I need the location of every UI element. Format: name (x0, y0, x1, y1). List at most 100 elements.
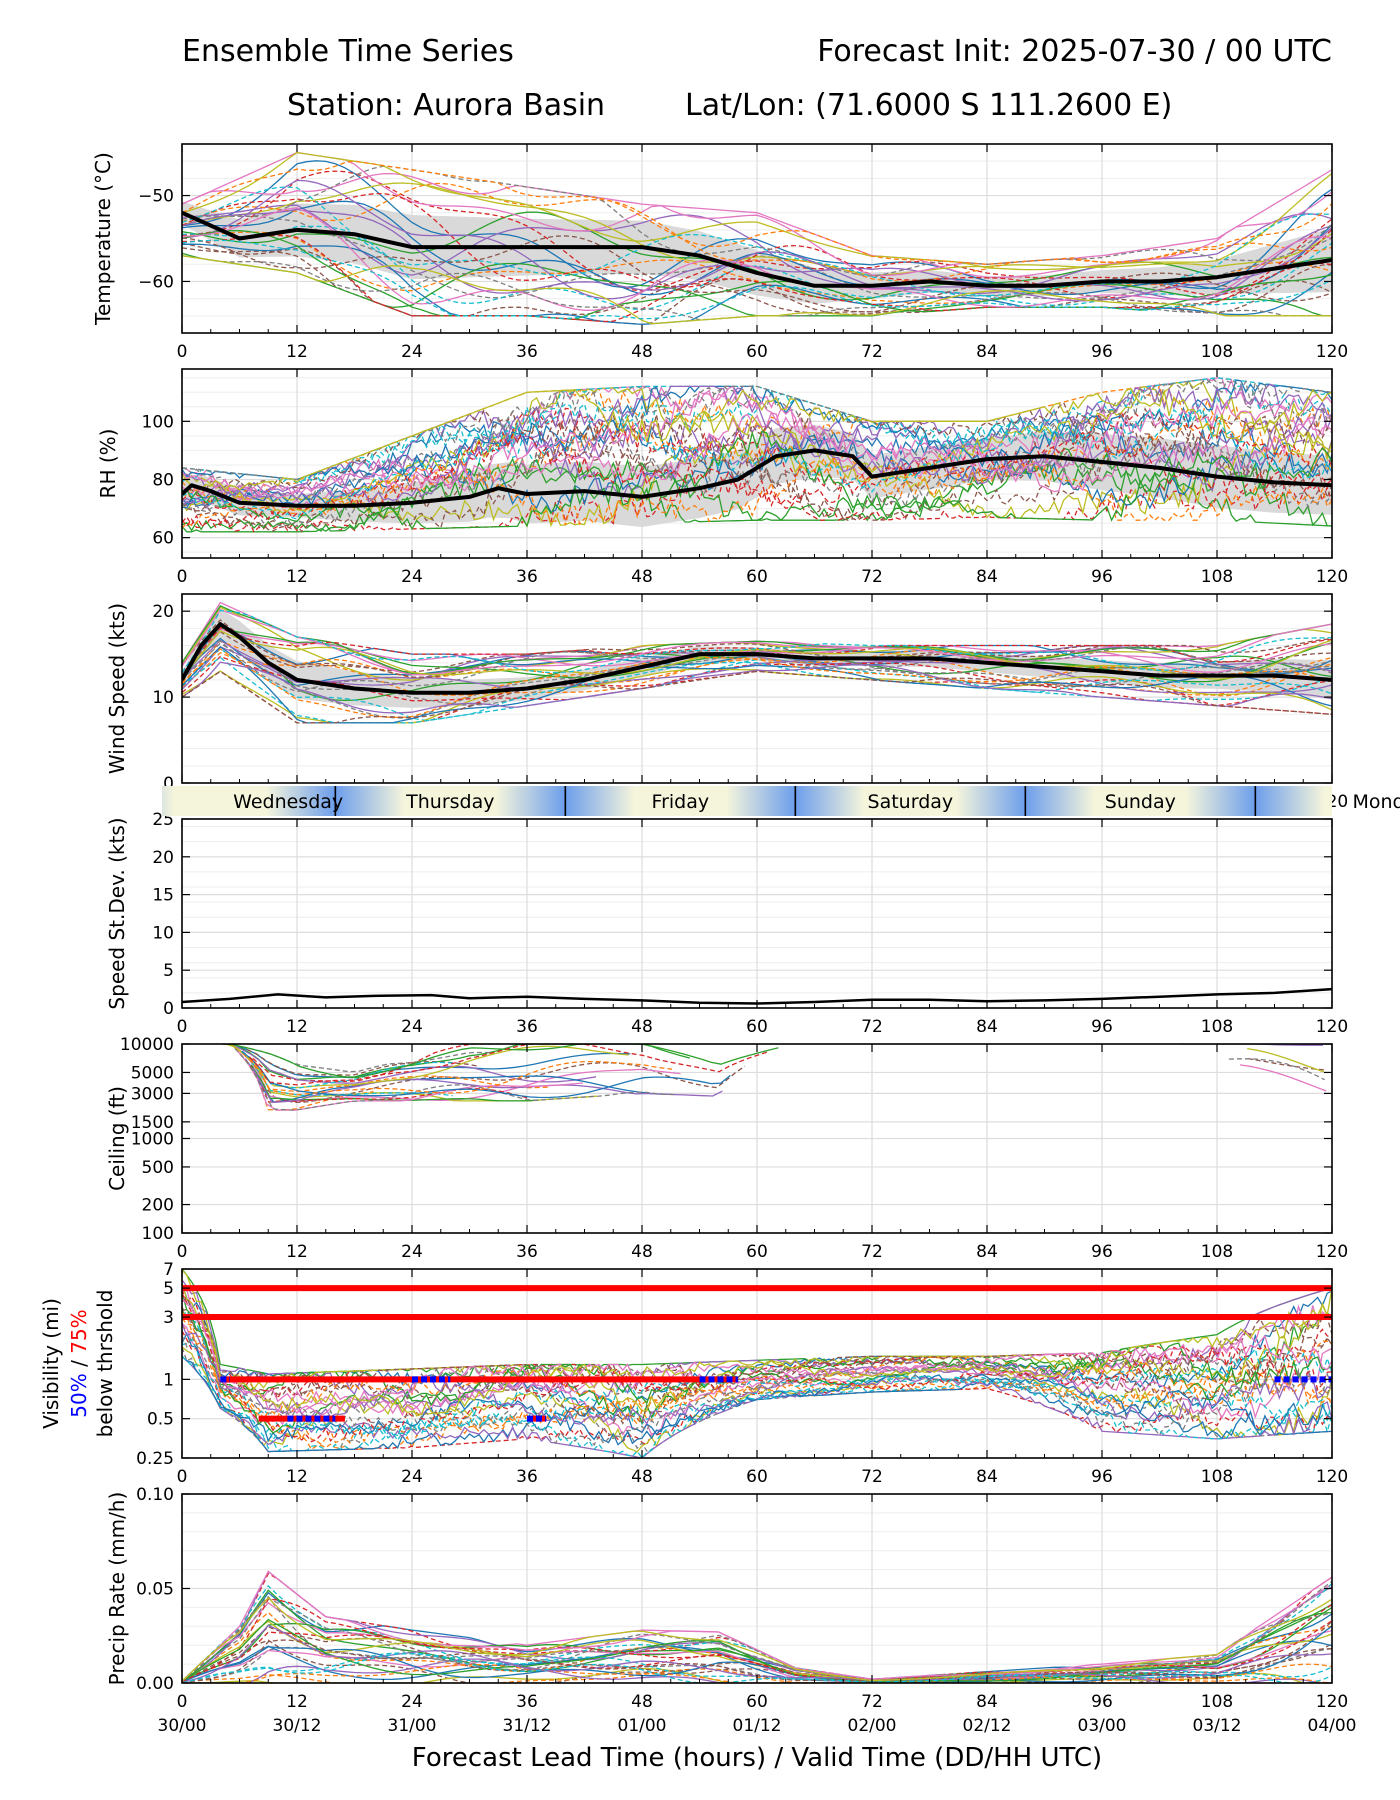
x-tick-label: 36 (516, 1017, 538, 1037)
x-tick-label: 72 (861, 1692, 883, 1712)
ensemble-member-line (182, 646, 1332, 724)
valid-time-label: 02/12 (963, 1716, 1012, 1736)
ensemble-mean-line (182, 448, 1332, 508)
x-tick-label: 120 (1316, 1692, 1348, 1712)
valid-time-label: 30/00 (158, 1716, 207, 1736)
ensemble-member-line (182, 225, 1332, 311)
x-tick-label: 0 (177, 1692, 188, 1712)
ensemble-member-line (182, 1322, 1332, 1436)
x-axis: 0 12 24 36 48 60 72 84 96 108 120 (177, 144, 1348, 362)
y-tick-label: −60 (138, 272, 174, 292)
y-axis: −50 −60 (138, 187, 1332, 292)
x-tick-label: 60 (746, 567, 768, 587)
panel-rh: 60 80 100 0 12 24 36 48 60 72 84 96 108 120 RH (%) (96, 368, 1348, 587)
ensemble-member-line (182, 179, 1332, 301)
plot-area (182, 601, 1332, 724)
ensemble-member-line (182, 234, 1332, 323)
x-tick-label: 108 (1201, 1017, 1233, 1037)
ensemble-member-line (182, 1311, 1332, 1426)
day-of-week-strip: Wednesday Thursday Friday Saturday Sunday Mon… (162, 786, 1400, 816)
y-axis-label-main: Visibility (mi) (39, 1298, 63, 1429)
ensemble-member-line (182, 1595, 1332, 1682)
y-tick-label: 5 (163, 961, 174, 981)
x-tick-label: 48 (631, 1692, 653, 1712)
x-tick-label: 60 (746, 1242, 768, 1262)
plot-area (182, 377, 1332, 533)
panel-visibility: 0.25 0.5 1 3 57 0 12 24 36 48 60 72 84 96 108 120 Visibi… (39, 1260, 1348, 1487)
pct-75-label: 75% (67, 1309, 91, 1353)
ensemble-member-line (241, 1050, 731, 1099)
valid-time-label: 04/00 (1308, 1716, 1357, 1736)
x-tick-label: 108 (1201, 1242, 1233, 1262)
x-tick-label: 0 (177, 1017, 188, 1037)
ensemble-mean-line (182, 987, 1332, 1005)
ensemble-member-line (249, 1058, 673, 1096)
x-axis: 0 12 24 36 48 60 72 84 96 108 120 (177, 1494, 1348, 1712)
ensemble-member-line (237, 1051, 584, 1111)
panel-temperature: −50 −60 0 12 24 36 48 60 72 84 96 108 120 Temperature… (91, 143, 1348, 362)
x-tick-label: 48 (631, 342, 653, 362)
x-tick-label: 36 (516, 1242, 538, 1262)
x-tick-label: 24 (401, 342, 423, 362)
x-tick-label: 24 (401, 1017, 423, 1037)
x-tick-label: 48 (631, 567, 653, 587)
ensemble-member-line (182, 1306, 1332, 1425)
x-tick-label: 12 (286, 1017, 308, 1037)
x-tick-label: 60 (746, 1692, 768, 1712)
ensemble-member-line (182, 1355, 1332, 1446)
x-tick-label: 12 (286, 342, 308, 362)
ensemble-member-line (182, 401, 1332, 496)
x-tick-label: 120 (1316, 1017, 1348, 1037)
x-tick-label: 72 (861, 1242, 883, 1262)
x-tick-label: 24 (401, 1242, 423, 1262)
ensemble-member-line (1179, 1044, 1323, 1046)
y-tick-label: 80 (152, 470, 174, 490)
plot-area (182, 987, 1332, 1005)
valid-time-label: 31/12 (503, 1716, 552, 1736)
y-tick-label: 5 (163, 1279, 174, 1299)
y-axis-label: Wind Speed (kts) (105, 603, 129, 774)
ensemble-member-line (182, 1323, 1332, 1425)
y-tick-label: 1500 (131, 1113, 174, 1133)
day-label-friday: Friday (652, 791, 710, 813)
x-tick-label: 12 (286, 1467, 308, 1487)
valid-time-label: 03/00 (1078, 1716, 1127, 1736)
x-tick-label: 84 (976, 567, 998, 587)
ensemble-member-line (222, 1044, 779, 1079)
x-tick-label: 108 (1201, 567, 1233, 587)
x-tick-label: 96 (1091, 342, 1113, 362)
x-tick-label: 84 (976, 1242, 998, 1262)
y-tick-label: 10 (152, 688, 174, 708)
y-tick-label: 0.05 (136, 1580, 174, 1600)
panel-wind-speed: 0102001224364860728496108120Wind Speed (… (105, 593, 1348, 812)
ensemble-member-line (182, 1338, 1332, 1453)
x-tick-label: 36 (516, 567, 538, 587)
ensemble-mean-line (182, 622, 1332, 695)
ensemble-member-line (249, 1044, 768, 1086)
ensemble-member-line (182, 1658, 1332, 1683)
ensemble-member-line (246, 1049, 478, 1076)
ensemble-member-line (182, 608, 1332, 676)
ensemble-member-line (182, 1315, 1332, 1425)
ensemble-member-line (182, 474, 1332, 533)
day-band (795, 786, 1026, 816)
day-label-saturday: Saturday (868, 791, 954, 813)
valid-time-label: 02/00 (848, 1716, 897, 1736)
x-tick-label: 24 (401, 1467, 423, 1487)
x-tick-label: 96 (1091, 1467, 1113, 1487)
ensemble-member-line (182, 1330, 1332, 1453)
ensemble-member-line (182, 661, 1332, 714)
ensemble-member-line (1228, 1058, 1325, 1081)
ensemble-member-line (182, 1335, 1332, 1447)
ensemble-member-line (182, 1297, 1332, 1417)
panel-precip-rate: 0.00 0.05 0.10 0 12 24 36 48 60 72 84 96 108 120 Preci… (105, 1485, 1348, 1712)
y-axis-label: Precip Rate (mm/h) (105, 1492, 129, 1686)
ensemble-member-line (182, 182, 1332, 277)
valid-time-label: 30/12 (273, 1716, 322, 1736)
y-tick-label: 0.00 (136, 1674, 174, 1694)
figure-title-left: Ensemble Time Series (182, 34, 514, 69)
ensemble-member-line (182, 1611, 1332, 1683)
ensemble-member-line (182, 454, 1332, 529)
gridlines (181, 818, 1333, 1009)
